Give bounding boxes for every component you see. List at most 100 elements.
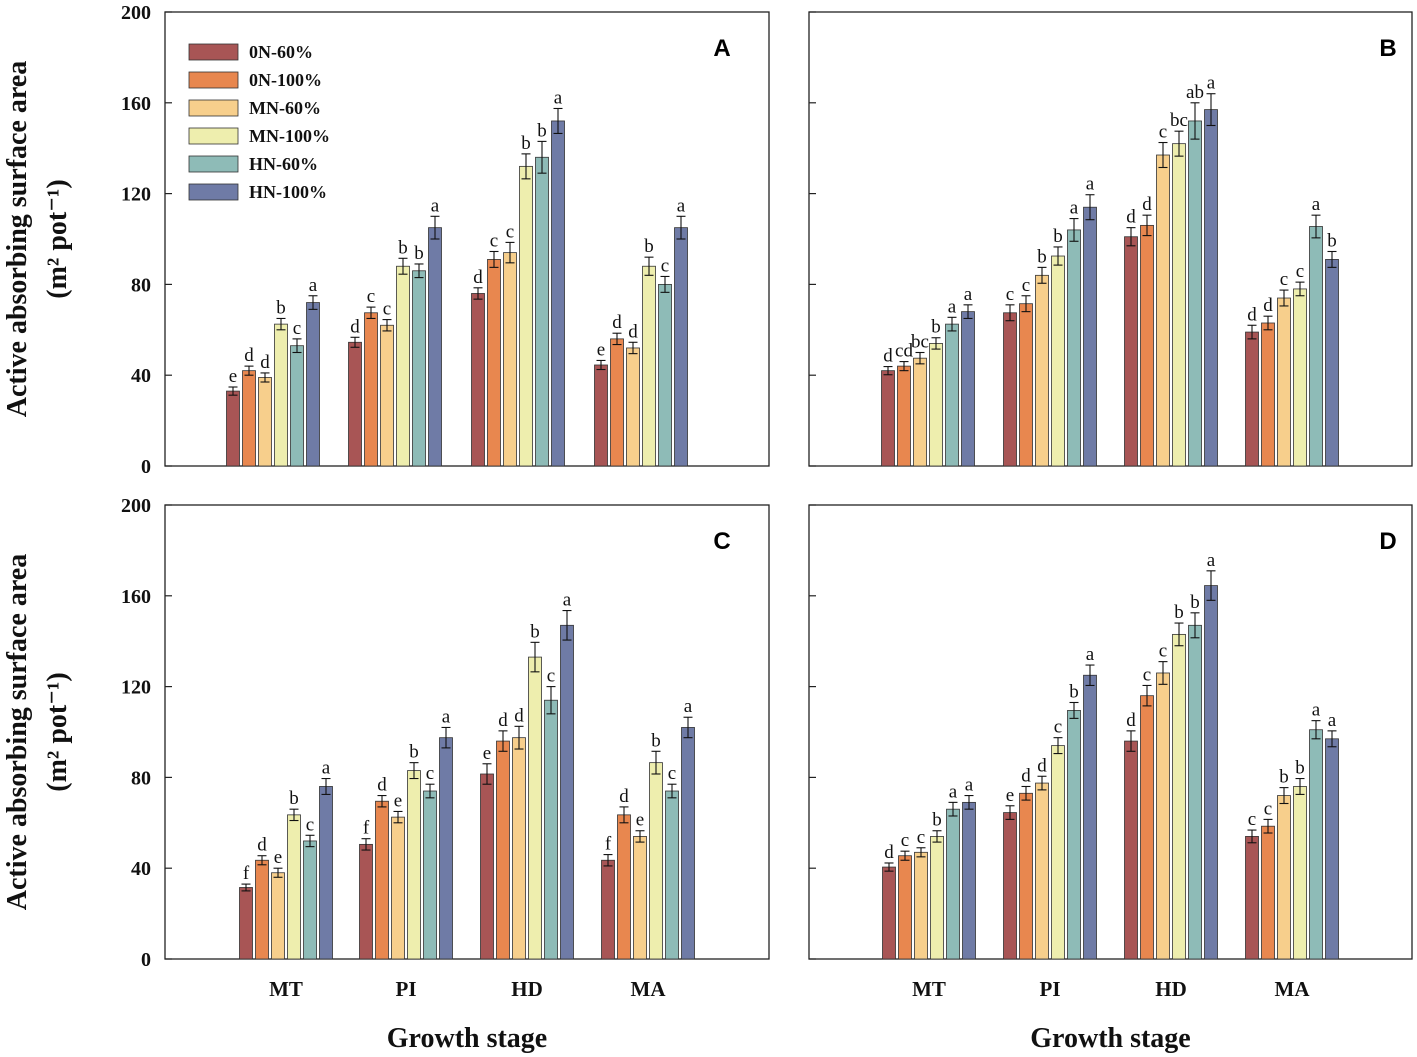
bar-b-hd-0 xyxy=(1124,236,1138,467)
significance-letter: e xyxy=(483,743,491,764)
legend-swatch xyxy=(188,99,239,117)
bar-a-pi-3 xyxy=(396,265,410,467)
y-axis-title: Active absorbing surface area (m² pot⁻¹) xyxy=(2,554,73,910)
significance-letter: e xyxy=(394,790,402,811)
bar-b-mt-4 xyxy=(945,323,959,467)
significance-letter: d xyxy=(1037,755,1047,776)
bar-d-pi-0 xyxy=(1003,812,1017,960)
bar-a-hd-5 xyxy=(551,120,565,467)
bar-b-hd-5 xyxy=(1204,109,1218,467)
bar-d-hd-2 xyxy=(1156,672,1170,960)
significance-letter: d xyxy=(377,775,387,796)
bar-a-mt-3 xyxy=(274,323,288,467)
significance-letter: c xyxy=(1054,717,1062,738)
significance-letter: a xyxy=(309,275,318,296)
significance-letter: a xyxy=(322,758,331,779)
significance-letter: a xyxy=(442,706,451,727)
bar-d-hd-3 xyxy=(1172,633,1186,960)
y-tick-label: 40 xyxy=(131,365,151,387)
bar-c-mt-4 xyxy=(303,840,317,960)
significance-letter: c xyxy=(547,666,555,687)
legend-swatch xyxy=(188,43,239,61)
significance-letter: c xyxy=(1159,641,1167,662)
bar-d-mt-5 xyxy=(962,801,976,960)
legend-item: HN-100% xyxy=(188,182,327,202)
y-tick-label: 120 xyxy=(121,184,151,206)
bar-b-ma-1 xyxy=(1261,322,1275,467)
significance-letter: d xyxy=(498,710,508,731)
bar-b-ma-0 xyxy=(1245,331,1259,467)
significance-letter: d xyxy=(619,786,629,807)
y-tick-label: 80 xyxy=(131,767,151,789)
y-tick-label: 200 xyxy=(121,495,151,517)
bar-a-ma-3 xyxy=(642,265,656,467)
significance-letter: a xyxy=(948,296,957,317)
legend-swatch xyxy=(188,155,239,173)
significance-letter: c xyxy=(293,318,301,339)
legend-swatch xyxy=(188,71,239,89)
significance-letter: b xyxy=(414,243,424,264)
bar-c-pi-3 xyxy=(407,770,421,960)
significance-letter: bc xyxy=(911,332,929,353)
significance-letter: c xyxy=(306,814,314,835)
bar-b-mt-2 xyxy=(913,357,927,467)
y-axis-title-unit: (m² pot⁻¹) xyxy=(42,672,73,791)
significance-letter: c xyxy=(1248,809,1256,830)
bar-d-hd-1 xyxy=(1140,695,1154,960)
significance-letter: b xyxy=(289,788,299,809)
significance-letter: a xyxy=(964,284,973,305)
bar-a-hd-3 xyxy=(519,165,533,467)
bar-c-mt-1 xyxy=(255,859,269,960)
x-category-label: MT xyxy=(912,977,946,1001)
bar-d-hd-0 xyxy=(1124,740,1138,960)
significance-letter: d xyxy=(1247,304,1257,325)
significance-letter: e xyxy=(1006,785,1014,806)
significance-letter: d xyxy=(1263,295,1273,316)
bar-b-ma-2 xyxy=(1277,297,1291,467)
significance-letter: b xyxy=(398,237,408,258)
bar-d-mt-2 xyxy=(914,851,928,960)
bar-c-pi-4 xyxy=(423,790,437,960)
x-axis-title: Growth stage xyxy=(387,1023,547,1054)
significance-letter: b xyxy=(1279,767,1289,788)
significance-letter: b xyxy=(530,621,540,642)
panel-tag: D xyxy=(1379,528,1396,555)
bar-b-mt-3 xyxy=(929,343,943,467)
bar-d-pi-4 xyxy=(1067,710,1081,960)
panel-tag: C xyxy=(713,528,730,555)
bar-b-pi-0 xyxy=(1003,312,1017,467)
legend-item: MN-60% xyxy=(188,98,321,118)
bar-a-pi-5 xyxy=(428,227,442,467)
significance-letter: c xyxy=(367,286,375,307)
bar-c-pi-1 xyxy=(375,800,389,960)
x-category-label: PI xyxy=(396,977,417,1001)
significance-letter: a xyxy=(1207,550,1216,571)
bar-a-hd-0 xyxy=(471,293,485,467)
bar-c-hd-2 xyxy=(512,737,526,960)
significance-letter: a xyxy=(1312,194,1321,215)
legend-item: 0N-100% xyxy=(188,70,322,90)
significance-letter: c xyxy=(668,763,676,784)
bar-a-mt-5 xyxy=(306,302,320,467)
plot-frame xyxy=(808,11,1413,467)
significance-letter: b xyxy=(1037,246,1047,267)
significance-letter: b xyxy=(276,297,286,318)
significance-letter: d xyxy=(473,267,483,288)
legend-item: HN-60% xyxy=(188,154,318,174)
bar-b-hd-2 xyxy=(1156,154,1170,467)
x-axis-title: Growth stage xyxy=(1030,1023,1190,1054)
bar-c-ma-0 xyxy=(601,859,615,960)
bar-a-pi-0 xyxy=(348,341,362,467)
bar-d-ma-4 xyxy=(1309,729,1323,960)
significance-letter: c xyxy=(426,763,434,784)
significance-letter: d xyxy=(612,312,622,333)
significance-letter: b xyxy=(521,133,531,154)
bar-d-mt-4 xyxy=(946,808,960,960)
significance-letter: a xyxy=(563,590,572,611)
bar-c-pi-2 xyxy=(391,816,405,960)
bar-c-hd-5 xyxy=(560,624,574,960)
significance-letter: e xyxy=(636,810,644,831)
bar-c-mt-0 xyxy=(239,887,253,960)
